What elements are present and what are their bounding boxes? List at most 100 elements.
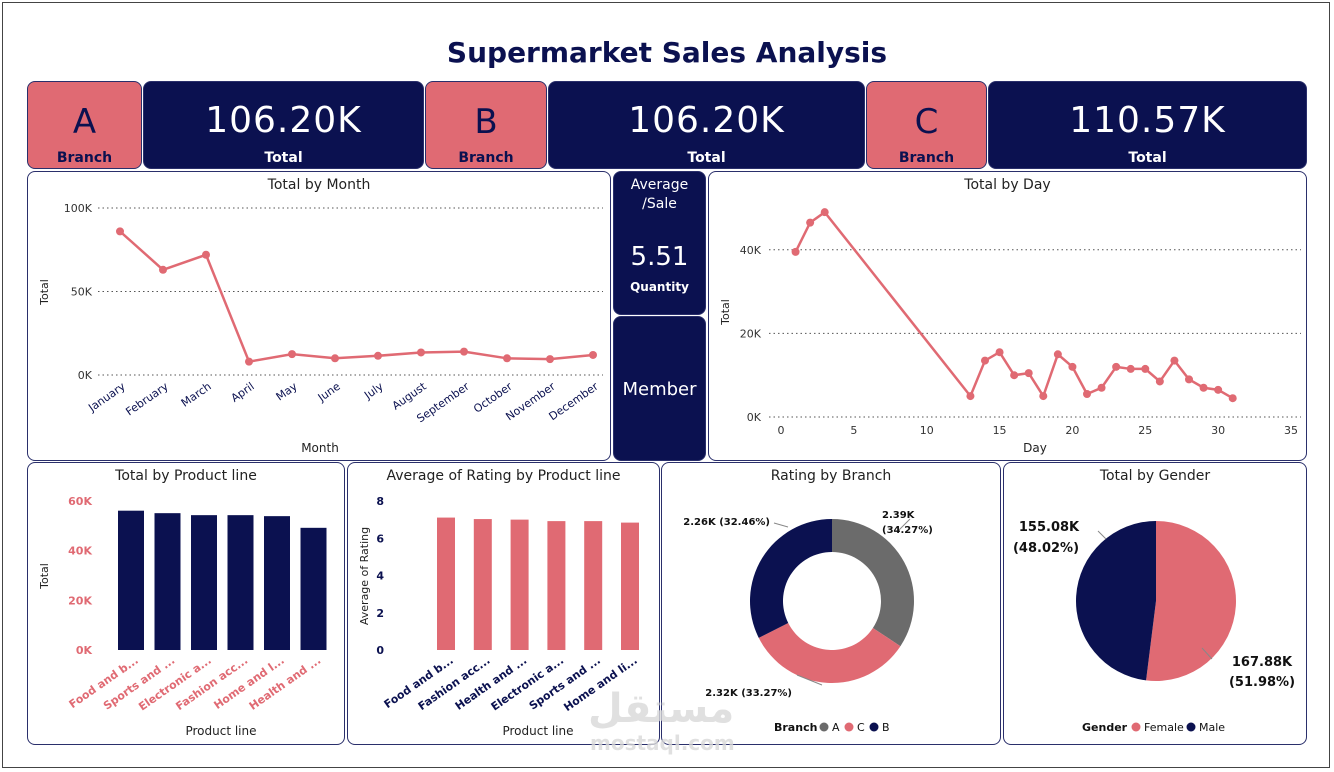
chart-title: Total by Gender — [1099, 468, 1211, 484]
branch-a-total-card[interactable]: 106.20K Total — [143, 81, 424, 169]
page-title: Supermarket Sales Analysis — [446, 36, 888, 69]
y-tick-label: 6 — [376, 532, 384, 545]
data-label: 2.26K (32.46%) — [683, 517, 770, 528]
chart-title: Total by Day — [964, 177, 1051, 193]
total-label: Total — [1128, 150, 1167, 166]
x-axis-title: Day — [1023, 441, 1047, 455]
leader-line — [796, 674, 823, 686]
data-point — [806, 218, 815, 227]
data-point — [1097, 383, 1106, 392]
branch-a-card[interactable]: A Branch — [27, 81, 142, 169]
data-point — [1126, 364, 1135, 373]
data-point — [995, 348, 1004, 357]
total-by-month-card[interactable]: Total by Month 0K 50K 100K January February M… — [27, 171, 611, 461]
x-tick-label: 0 — [778, 424, 785, 437]
x-tick-label: March — [179, 380, 214, 410]
legend-label: B — [882, 721, 890, 734]
y-tick-label: 4 — [376, 570, 384, 583]
branch-label: Branch — [458, 150, 514, 166]
y-tick-label: 20K — [68, 594, 92, 607]
data-point — [331, 354, 339, 363]
data-point — [820, 208, 829, 217]
y-axis-title: Average of Rating — [358, 527, 371, 625]
bar — [118, 510, 144, 650]
x-tick-label: April — [229, 380, 257, 405]
data-point — [1155, 377, 1164, 386]
x-axis-title: Product line — [185, 724, 256, 738]
data-point — [1214, 385, 1223, 394]
data-point — [460, 347, 468, 356]
branch-b-total-card[interactable]: 106.20K Total — [548, 81, 865, 169]
bar — [473, 519, 492, 650]
chart-title: Total by Month — [267, 177, 371, 193]
bar — [437, 517, 455, 650]
total-value: 106.20K — [628, 100, 785, 141]
chart-title: Rating by Branch — [770, 468, 892, 484]
bar — [227, 515, 254, 650]
total-label: Total — [687, 150, 726, 166]
data-point — [1185, 375, 1193, 384]
branch-c-card[interactable]: C Branch — [866, 81, 987, 169]
data-label: (48.02%) — [1013, 541, 1079, 556]
legend-title: Branch — [774, 721, 817, 734]
y-tick-label: 20K — [740, 327, 762, 340]
data-label: (34.27%) — [882, 525, 933, 536]
legend-marker — [1131, 722, 1141, 732]
data-point — [791, 247, 800, 256]
series-line — [119, 230, 594, 364]
branch-c-total-card[interactable]: 110.57K Total — [988, 81, 1307, 169]
rating-by-branch-chart: 2.39K (34.27%) 2.32K (33.27%) 2.26K (32.46%… — [683, 510, 933, 734]
donut-slice — [832, 519, 914, 647]
data-point — [1170, 356, 1179, 365]
branch-b-card[interactable]: B Branch — [425, 81, 547, 169]
chart-title: Average of Rating by Product line — [386, 468, 621, 484]
total-value: 110.57K — [1069, 100, 1226, 141]
legend-label: C — [857, 721, 865, 734]
total-by-day-card[interactable]: Total by Day 0K 20K 40K 0 5 10 15 20 25 30 35 Day To… — [708, 171, 1307, 461]
data-label: 167.88K — [1232, 655, 1293, 670]
leader-line — [1201, 647, 1213, 660]
y-tick-label: 2 — [376, 607, 384, 620]
average-sale-card[interactable]: Average /Sale 5.51 Quantity — [613, 171, 706, 315]
leader-line — [898, 518, 911, 531]
x-tick-label: February — [123, 380, 171, 419]
data-point — [966, 392, 975, 401]
legend-marker — [819, 722, 829, 732]
x-tick-label: 10 — [920, 424, 934, 437]
pie-slice — [1146, 521, 1236, 681]
y-axis-title: Total — [38, 279, 51, 306]
data-point — [202, 250, 210, 259]
bar — [621, 522, 639, 650]
member-card[interactable]: Member — [613, 316, 706, 461]
legend-label: A — [832, 721, 840, 734]
x-tick-label: 5 — [850, 424, 857, 437]
series-line — [794, 210, 1234, 400]
x-tick-label: May — [274, 380, 300, 404]
legend-label: Male — [1199, 721, 1225, 734]
total-label: Total — [264, 150, 303, 166]
average-sale-label: Quantity — [630, 280, 689, 294]
total-by-gender-card[interactable]: Total by Gender 155.08K (48.02%) 167.88K (5… — [1003, 462, 1307, 745]
total-by-gender-chart: 155.08K (48.02%) 167.88K (51.98%) Gender Fema… — [1013, 520, 1295, 734]
data-point — [1083, 390, 1091, 399]
x-axis-title: Product line — [502, 724, 573, 738]
total-by-product-line-card[interactable]: Total by Product line 0K 20K 40K 60K Food an… — [27, 462, 345, 745]
rating-by-branch-card[interactable]: Rating by Branch 2.39K (34.27%) 2.32K (33.… — [661, 462, 1001, 745]
legend-label: Female — [1144, 721, 1184, 734]
data-point — [1010, 371, 1019, 380]
bar — [191, 515, 217, 650]
y-tick-label: 0K — [78, 369, 93, 382]
data-point — [546, 355, 554, 364]
data-point — [1199, 383, 1208, 392]
legend-marker — [869, 722, 879, 732]
y-tick-label: 40K — [68, 545, 92, 558]
leader-line — [773, 522, 789, 528]
watermark-latin: mostaql.com — [590, 731, 735, 755]
x-tick-label: July — [361, 380, 386, 403]
donut-slice — [750, 519, 832, 638]
data-point — [503, 354, 511, 363]
bar — [510, 519, 529, 650]
y-axis-title: Total — [719, 299, 732, 326]
